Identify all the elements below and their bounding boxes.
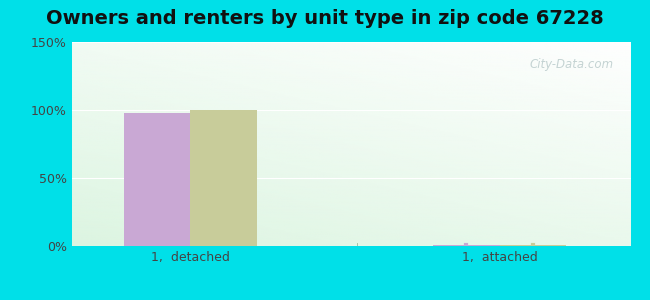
Bar [190,110,257,246]
Text: Owners and renters by unit type in zip code 67228: Owners and renters by unit type in zip c… [46,9,604,28]
Bar [124,113,190,246]
Bar [500,245,566,246]
Text: City-Data.com: City-Data.com [530,58,614,71]
Bar [433,245,500,246]
